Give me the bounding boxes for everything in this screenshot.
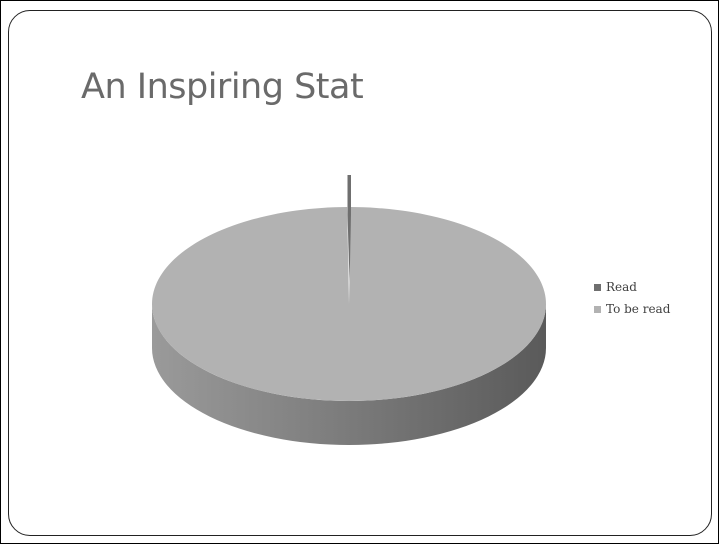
slide-title: An Inspiring Stat [81,67,364,107]
pie-slice-side-to-be-read [152,304,546,445]
legend-item-read: Read [594,276,670,298]
legend-swatch-read [594,283,601,291]
legend-label-read: Read [606,280,637,294]
legend-item-to-be-read: To be read [594,298,670,320]
legend-label-to-be-read: To be read [606,302,671,316]
pie-slice-to-be-read [151,207,546,401]
pie-chart [151,175,546,445]
pie-slice-read [347,175,351,282]
legend-swatch-to-be-read [594,305,601,313]
slide: An Inspiring Stat Read [8,10,712,536]
chart-legend: Read To be read [594,276,670,320]
